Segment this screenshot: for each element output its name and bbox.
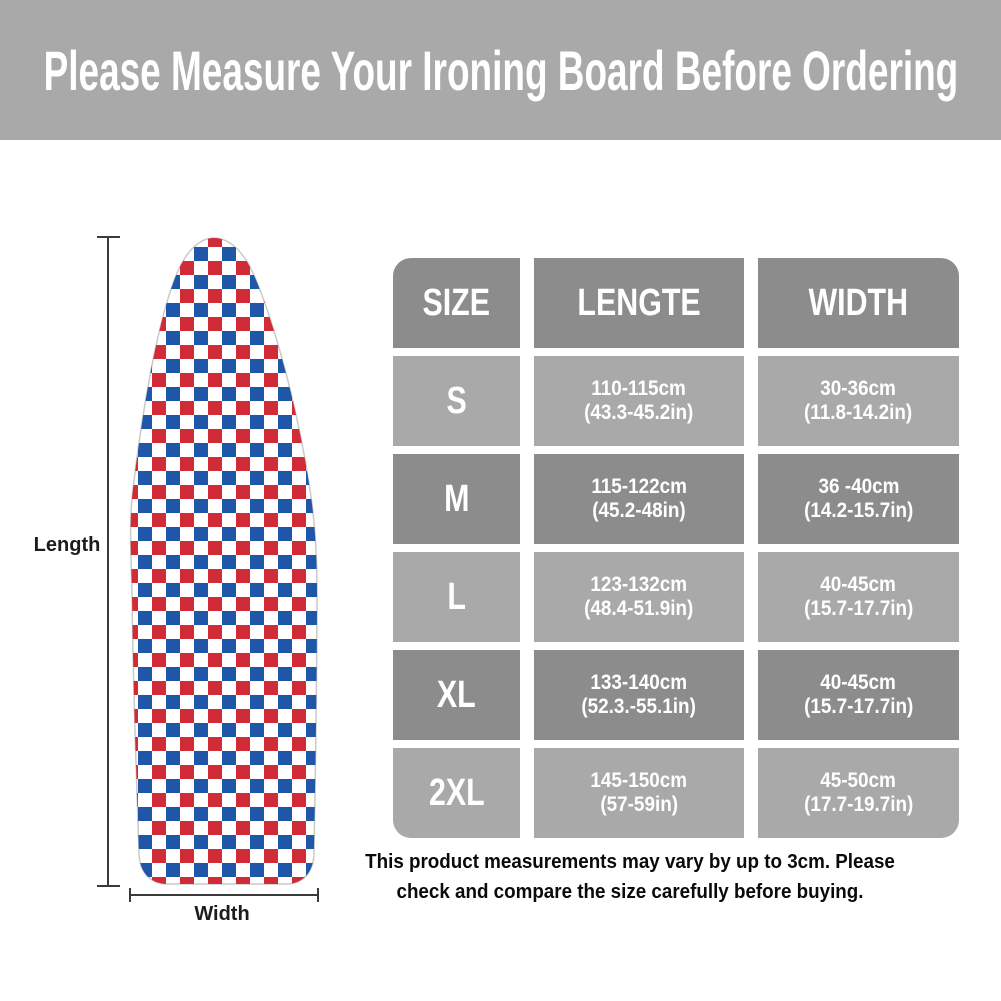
length-cm: 110-115cm [591, 377, 687, 400]
width-cm: 36 -40cm [818, 475, 899, 498]
width-in: (14.2-15.7in) [803, 499, 914, 522]
width-cell: 45-50cm (17.7-19.7in) [758, 748, 959, 838]
table-header-label: SIZE [422, 281, 491, 324]
length-in: (45.2-48in) [592, 499, 686, 522]
size-cell: XL [393, 650, 520, 740]
width-cm: 40-45cm [820, 671, 897, 694]
width-cell: 40-45cm (15.7-17.7in) [758, 650, 959, 740]
width-cell: 40-45cm (15.7-17.7in) [758, 552, 959, 642]
banner-title: Please Measure Your Ironing Board Before… [43, 38, 958, 102]
table-header-cell: SIZE [393, 258, 520, 348]
width-in: (17.7-19.7in) [803, 793, 914, 816]
length-cell: 110-115cm (43.3-45.2in) [534, 356, 744, 446]
width-label: Width [194, 903, 250, 925]
dimension-lines [97, 236, 319, 902]
size-cell: S [393, 356, 520, 446]
size-label: S [446, 379, 467, 422]
width-in: (15.7-17.7in) [803, 695, 914, 718]
size-cell: 2XL [393, 748, 520, 838]
size-cell: M [393, 454, 520, 544]
banner: Please Measure Your Ironing Board Before… [0, 0, 1001, 140]
width-cm: 30-36cm [820, 377, 897, 400]
length-cell: 133-140cm (52.3.-55.1in) [534, 650, 744, 740]
length-label: Length [33, 534, 101, 556]
width-cell: 30-36cm (11.8-14.2in) [758, 356, 959, 446]
length-in: (43.3-45.2in) [584, 401, 694, 424]
length-cm: 133-140cm [590, 671, 688, 694]
table-header-cell: WIDTH [758, 258, 959, 348]
width-cm: 45-50cm [820, 769, 897, 792]
length-cm: 123-132cm [590, 573, 688, 596]
footer-line1: This product measurements may vary by up… [365, 851, 895, 873]
table-header-label: WIDTH [808, 281, 909, 324]
length-cell: 115-122cm (45.2-48in) [534, 454, 744, 544]
size-label: 2XL [428, 771, 485, 814]
table-header-label: LENGTE [577, 281, 701, 324]
footer-note: This product measurements may vary by up… [320, 847, 940, 907]
length-cm: 145-150cm [590, 769, 688, 792]
length-cm: 115-122cm [591, 475, 687, 498]
width-in: (15.7-17.7in) [803, 597, 914, 620]
footer-line2: check and compare the size carefully bef… [396, 881, 864, 903]
size-label: M [443, 477, 470, 520]
width-in: (11.8-14.2in) [804, 401, 913, 424]
length-cell: 145-150cm (57-59in) [534, 748, 744, 838]
width-cm: 40-45cm [820, 573, 897, 596]
length-in: (48.4-51.9in) [584, 597, 694, 620]
size-cell: L [393, 552, 520, 642]
table-header-cell: LENGTE [534, 258, 744, 348]
length-cell: 123-132cm (48.4-51.9in) [534, 552, 744, 642]
width-cell: 36 -40cm (14.2-15.7in) [758, 454, 959, 544]
size-label: XL [437, 673, 476, 716]
length-in: (52.3.-55.1in) [581, 695, 697, 718]
size-chart-table: SIZE LENGTE WIDTH S 110-115cm (43.3-45.2in) 30… [393, 258, 959, 838]
length-in: (57-59in) [600, 793, 678, 816]
size-label: L [447, 575, 466, 618]
